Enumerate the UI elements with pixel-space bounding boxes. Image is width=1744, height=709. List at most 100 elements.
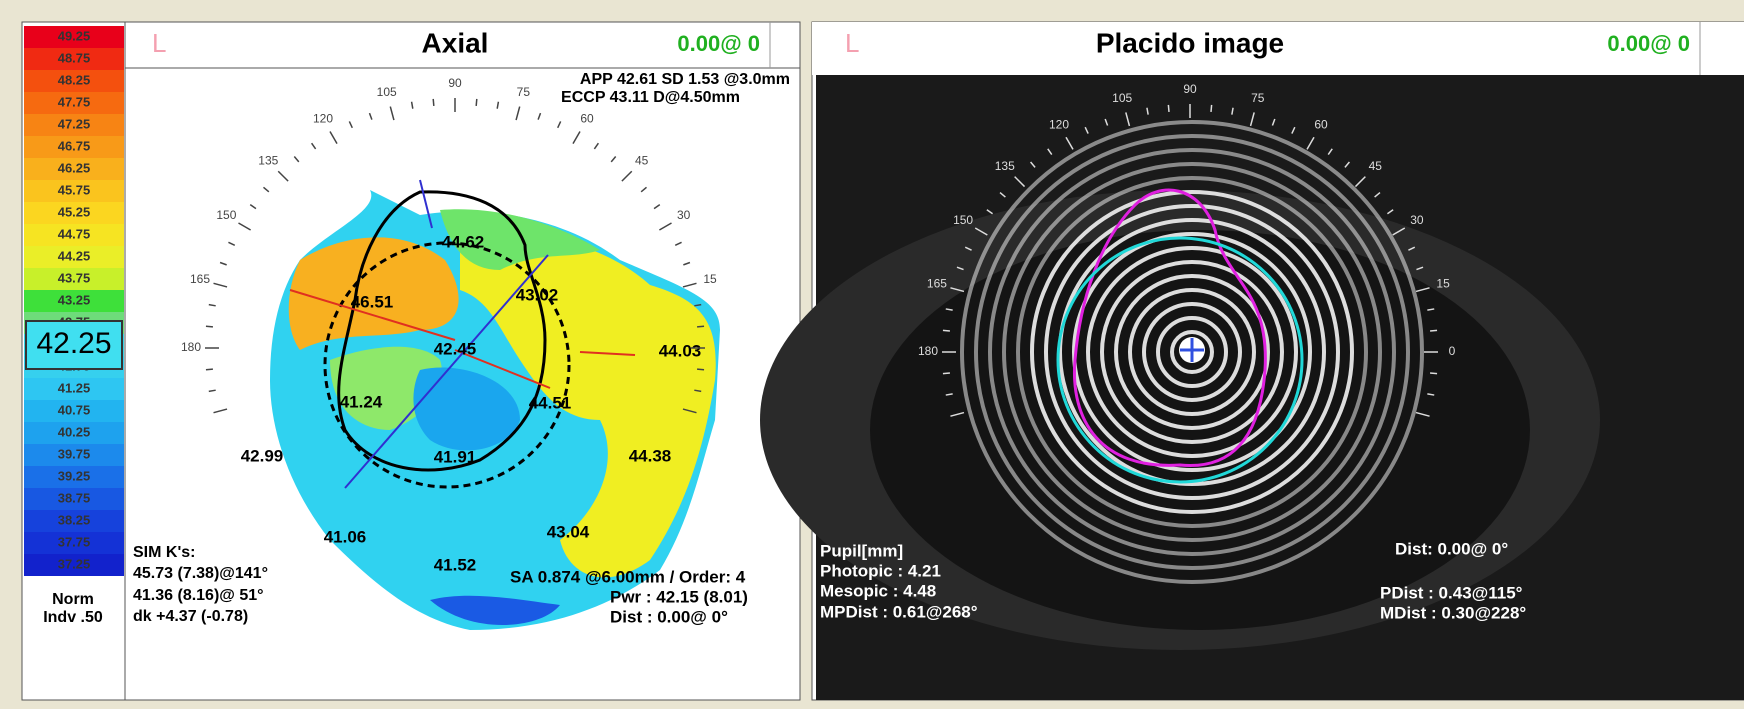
angle-label: 120 <box>1049 117 1069 131</box>
ring <box>1058 218 1326 486</box>
scale-value: 43.25 <box>58 292 91 307</box>
dial-tick <box>1104 118 1109 126</box>
map-value: 41.06 <box>324 527 367 546</box>
dial-tick <box>694 303 702 307</box>
sa-info: SA 0.874 @6.00mm / Order: 4 <box>510 567 746 586</box>
dial-tick <box>621 170 633 182</box>
info-line: APP 42.61 SD 1.53 @3.0mm <box>580 71 790 88</box>
scale-value: 44.25 <box>58 248 91 263</box>
ring <box>1142 302 1242 402</box>
map-orange <box>288 237 459 350</box>
dial-tick <box>1408 246 1416 251</box>
angle-label: 180 <box>181 340 201 354</box>
map-value: 46.51 <box>351 292 394 311</box>
dial-tick <box>329 131 338 144</box>
dial-tick <box>1415 411 1430 417</box>
current-value: 42.25 <box>36 327 111 360</box>
panel-title: Placido image <box>1096 27 1284 58</box>
zone-circle <box>323 241 571 489</box>
angle-label: 105 <box>1112 91 1132 105</box>
header <box>812 22 1744 75</box>
dial-tick <box>1014 176 1026 188</box>
axis-line <box>454 349 551 389</box>
scale-swatch <box>24 532 124 554</box>
dial-tick <box>942 329 950 332</box>
scale-swatch <box>24 92 124 114</box>
dial-tick <box>640 186 647 193</box>
angle-label: 75 <box>1251 91 1265 105</box>
scale-swatch <box>24 466 124 488</box>
scale-swatch <box>24 246 124 268</box>
scale-value: 38.25 <box>58 512 91 527</box>
ring <box>974 134 1410 570</box>
map-green <box>440 209 600 270</box>
scale-swatch <box>24 26 124 48</box>
map-value: 41.52 <box>434 555 477 574</box>
dial-tick <box>1291 126 1296 134</box>
scale-swatch <box>24 554 124 576</box>
scale-swatch <box>24 378 124 400</box>
scale-value: 47.75 <box>58 94 91 109</box>
pupil-line: MPDist : 0.61@268° <box>820 602 978 621</box>
ring <box>1044 204 1340 500</box>
scale-swatch <box>24 422 124 444</box>
map-blue <box>430 595 560 625</box>
dial-tick <box>1427 393 1435 396</box>
ring <box>1016 176 1368 528</box>
dial-tick <box>263 186 270 193</box>
dist-info: Dist: 0.00@ 0° <box>1395 539 1508 558</box>
rotation: 0.00@ 0 <box>1607 31 1690 56</box>
ring <box>1002 162 1382 542</box>
dial-tick <box>410 101 414 109</box>
eye-label: L <box>152 28 166 58</box>
dial-tick <box>1415 287 1430 293</box>
dial-tick <box>213 408 228 414</box>
dial-tick <box>1065 136 1074 150</box>
dial-tick <box>1327 148 1333 156</box>
scale-swatch <box>24 70 124 92</box>
scale-swatch <box>24 114 124 136</box>
scale-swatch <box>24 290 124 312</box>
simk-line: dk +4.37 (-0.78) <box>133 608 248 625</box>
scale-swatch <box>24 180 124 202</box>
pdist-info: PDist : 0.43@115° <box>1380 583 1523 602</box>
map-value: 44.38 <box>629 446 672 465</box>
dial-tick <box>1416 266 1424 271</box>
angle-label: 180 <box>918 344 938 358</box>
dial-tick <box>942 372 950 375</box>
ring <box>1072 232 1312 472</box>
eye-label: L <box>845 28 859 58</box>
dial-tick <box>293 156 300 163</box>
angle-label: 60 <box>580 112 594 126</box>
scale-value: 41.25 <box>58 380 91 395</box>
scale-value: 48.25 <box>58 72 91 87</box>
angle-label: 150 <box>216 208 236 222</box>
scale-swatch <box>24 268 124 290</box>
dial-tick <box>682 408 697 414</box>
dial-tick <box>653 203 661 210</box>
info-line: ECCP 43.11 D@4.50mm <box>561 89 740 106</box>
angle-label: 135 <box>258 153 278 167</box>
dial-tick <box>950 287 965 293</box>
ring <box>1170 330 1214 374</box>
scale-indv: Indv .50 <box>43 609 103 626</box>
dial-tick <box>1167 104 1170 112</box>
angle-label: 30 <box>1410 213 1424 227</box>
scale-value: 39.25 <box>58 468 91 483</box>
angle-label: 150 <box>953 213 973 227</box>
dial-tick <box>986 209 994 215</box>
dial-tick <box>1210 104 1213 112</box>
angle-label: 30 <box>677 208 691 222</box>
ring <box>1030 190 1354 514</box>
angle-label: 90 <box>448 76 462 90</box>
map-blue <box>413 367 520 451</box>
scale-value: 43.75 <box>58 270 91 285</box>
dial-tick <box>1306 136 1315 150</box>
map-value: 43.04 <box>547 522 590 541</box>
scale-swatch <box>24 136 124 158</box>
dial-tick <box>228 241 236 246</box>
dial-tick <box>277 170 289 182</box>
dial-tick <box>389 106 395 121</box>
dial-tick <box>1231 107 1234 115</box>
pupil-contour <box>337 190 547 472</box>
